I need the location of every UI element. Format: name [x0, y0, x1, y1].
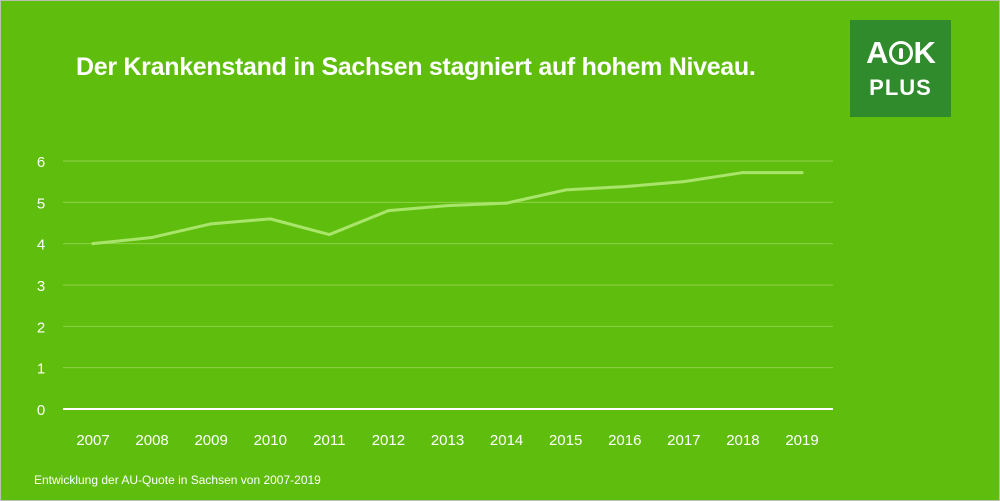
y-tick-label: 5 — [37, 195, 45, 212]
x-tick-label: 2011 — [313, 432, 345, 449]
chart-footnote: Entwicklung der AU-Quote in Sachsen von … — [34, 473, 321, 487]
data-point — [150, 235, 154, 239]
x-tick-label: 2017 — [667, 432, 700, 449]
data-point — [682, 180, 686, 184]
chart-title: Der Krankenstand in Sachsen stagniert au… — [76, 53, 756, 81]
logo-letter-k: K — [913, 35, 936, 70]
x-tick-label: 2012 — [372, 432, 405, 449]
data-point — [564, 188, 568, 192]
data-point — [91, 242, 95, 246]
y-tick-label: 6 — [37, 154, 45, 171]
data-point — [386, 209, 390, 213]
y-tick-label: 4 — [37, 237, 45, 254]
y-tick-label: 2 — [37, 319, 45, 336]
y-tick-label: 0 — [37, 402, 45, 419]
x-tick-label: 2013 — [431, 432, 464, 449]
data-point — [741, 171, 745, 175]
data-point — [505, 201, 509, 205]
data-point — [209, 222, 213, 226]
x-tick-label: 2019 — [785, 432, 818, 449]
data-point — [800, 171, 804, 175]
logo-plus: PLUS — [869, 75, 932, 100]
series-line — [91, 171, 804, 246]
data-point — [623, 185, 627, 189]
x-tick-label: 2008 — [135, 432, 168, 449]
x-tick-label: 2007 — [76, 432, 109, 449]
aok-tree-circle-icon — [888, 41, 913, 65]
x-tick-label: 2014 — [490, 432, 523, 449]
data-point — [268, 217, 272, 221]
data-point — [327, 233, 331, 237]
data-point — [446, 204, 449, 208]
y-tick-label: 1 — [37, 361, 45, 378]
x-tick-label: 2010 — [254, 432, 287, 449]
x-tick-label: 2016 — [608, 432, 641, 449]
y-tick-label: 3 — [37, 278, 45, 295]
x-tick-label: 2015 — [549, 432, 582, 449]
x-tick-label: 2018 — [726, 432, 759, 449]
logo-letter-a: A — [866, 35, 888, 70]
x-tick-label: 2009 — [194, 432, 227, 449]
